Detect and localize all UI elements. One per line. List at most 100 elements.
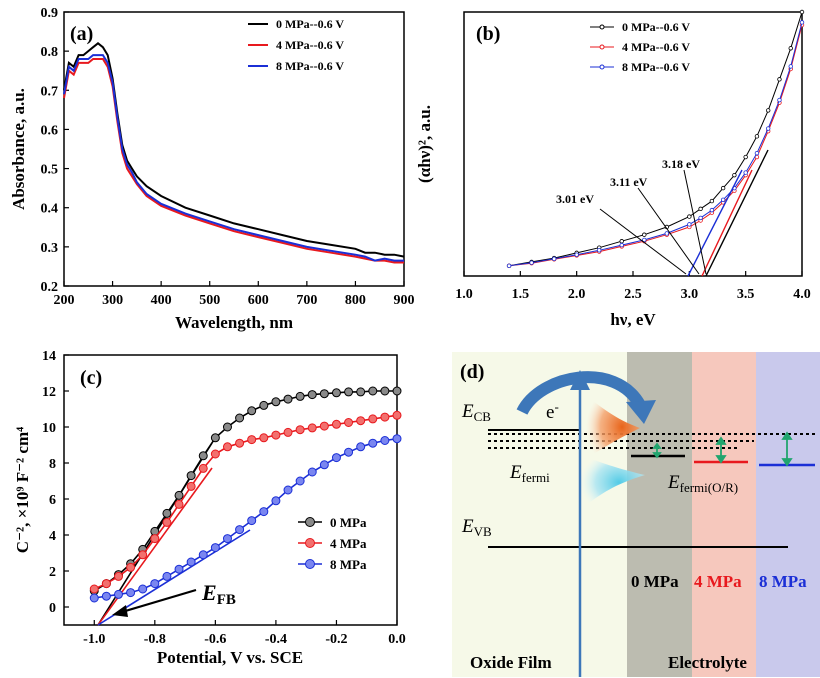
b-series-point-2	[529, 260, 534, 265]
panel-a-ylabel: Absorbance, a.u.	[9, 88, 28, 210]
b-series-point-0	[698, 206, 703, 212]
a-ytick-label: 0.2	[41, 280, 59, 295]
zone-4mpa-label: 4 MPa	[694, 572, 742, 591]
electron-label: e-	[546, 399, 559, 423]
c-series-point-2	[283, 485, 293, 495]
c-series-point-0	[283, 394, 293, 404]
b-xtick-label: 3.5	[737, 287, 755, 302]
annot-301-ev: 3.01 eV	[556, 192, 594, 206]
a-xtick-label: 500	[199, 293, 220, 308]
c-series-point-1	[101, 579, 111, 589]
b-series-point-2	[766, 126, 771, 131]
c-series-point-0	[307, 390, 317, 400]
panel-c-plot-frame	[63, 354, 398, 626]
a-xtick-label: 400	[151, 293, 172, 308]
panel-b-ylabel: (αhν)², a.u.	[415, 105, 434, 183]
c-series-point-1	[222, 442, 232, 452]
b-series-point-2	[619, 242, 624, 248]
e-fermi-label: Efermi	[509, 462, 550, 485]
b-xtick-label: 1.0	[455, 287, 473, 302]
c-series-point-0	[162, 508, 172, 518]
b-series-point-2	[551, 256, 557, 262]
electron-transfer-arrowhead	[626, 400, 656, 424]
c-ytick-label: 12	[42, 385, 56, 400]
legend-a-label-0mpa: 0 MPa--0.6 V	[276, 17, 344, 31]
a-xtick-label: 700	[296, 293, 317, 308]
a-ytick-label: 0.3	[41, 241, 59, 256]
tangent-8mpa	[687, 169, 743, 277]
c-series-point-2	[247, 516, 257, 526]
c-series-point-0	[368, 386, 378, 396]
zone-4mpa-region	[692, 352, 756, 677]
zone-8mpa-region	[756, 352, 820, 677]
oxide-film-region	[452, 352, 627, 677]
b-series-point-0	[754, 134, 760, 139]
c-series-point-1	[174, 499, 184, 509]
c-series-point-1	[150, 534, 160, 544]
c-ytick-label: 4	[49, 529, 56, 544]
legend-c-marker-0mpa	[305, 517, 315, 527]
legend-a-label-4mpa: 4 MPa--0.6 V	[276, 38, 344, 52]
c-series-point-0	[186, 471, 196, 481]
c-series-point-2	[259, 507, 269, 517]
e-vb-label: EVB	[461, 516, 492, 539]
panel-b-legend: 0 MPa--0.6 V 4 MPa--0.6 V 8 MPa--0.6 V	[590, 20, 690, 74]
legend-c-label-8mpa: 8 MPa	[330, 557, 367, 572]
panel-b-tauc-chart: 1.0 1.5 2.0 2.5 3.0 3.5 4.0 3.01 eV 3.11 eV 3.…	[415, 9, 811, 329]
c-series-point-2	[198, 550, 208, 560]
a-xtick-label: 200	[54, 293, 75, 308]
c-series-point-1	[356, 416, 366, 426]
efb-arrowhead	[112, 605, 128, 617]
a-ytick-label: 0.6	[41, 123, 59, 138]
c-series-point-2	[113, 589, 123, 599]
c-series-point-1	[319, 421, 329, 431]
b-series-point-2	[664, 231, 669, 236]
legend-b-marker-8mpa	[599, 64, 605, 70]
panel-b-series	[506, 9, 805, 269]
panel-b-annotations: 3.01 eV 3.11 eV 3.18 eV	[556, 157, 707, 275]
c-series-point-1	[186, 481, 196, 491]
b-series-point-0	[642, 232, 647, 237]
c-series-point-2	[380, 436, 390, 445]
panel-c-label: (c)	[80, 367, 102, 389]
c-series-point-2	[174, 564, 184, 574]
panel-b-xlabel: hν, eV	[610, 310, 656, 329]
c-series-point-1	[162, 517, 172, 527]
b-series-point-2	[777, 97, 782, 103]
c-series-point-2	[392, 434, 402, 444]
e-fermi-or-label: Efermi(O/R)	[667, 472, 738, 495]
panel-c-legend: 0 MPa 4 MPa 8 MPa	[298, 515, 367, 572]
c-series-point-1	[210, 449, 220, 459]
b-series-point-2	[799, 20, 805, 25]
b-series-point-2	[754, 150, 760, 156]
a-ytick-label: 0.9	[41, 6, 59, 21]
c-series-point-0	[174, 490, 184, 500]
c-series-point-1	[368, 414, 378, 424]
legend-c-label-4mpa: 4 MPa	[330, 536, 367, 551]
panel-a-series	[63, 42, 405, 264]
b-series-point-2	[642, 237, 647, 243]
c-series-point-1	[307, 423, 317, 433]
a-ytick-label: 0.7	[41, 84, 59, 99]
band-bending-arrows	[652, 431, 793, 467]
c-series-point-2	[162, 571, 172, 581]
zone-8mpa-label: 8 MPa	[759, 572, 807, 591]
c-series-point-0	[271, 397, 281, 407]
c-series-point-1	[283, 427, 293, 437]
c-series-point-2	[186, 557, 196, 567]
b-series-point-2	[720, 197, 726, 202]
c-xtick-label: -1.0	[83, 632, 105, 647]
c-series-point-1	[331, 419, 341, 429]
panel-c-efb-annotation: EFB	[112, 580, 236, 617]
c-series-point-1	[271, 430, 281, 440]
c-series-point-2	[307, 467, 317, 477]
panel-c-mott-schottky-chart: -1.0 -0.8 -0.6 -0.4 -0.2 0.0 0 2 4 6 8 10 12 14 (c) E…	[13, 349, 406, 667]
c-series-point-1	[113, 571, 123, 581]
b-series-point-0	[777, 77, 782, 82]
c-ytick-label: 0	[49, 601, 56, 616]
annot-318-ev: 3.18 eV	[662, 157, 700, 171]
c-ytick-label: 2	[49, 565, 56, 580]
legend-b-label-4mpa: 4 MPa--0.6 V	[622, 40, 690, 54]
panel-c-axes: -1.0 -0.8 -0.6 -0.4 -0.2 0.0 0 2 4 6 8 10 12 14	[42, 349, 406, 647]
b-series-point-0	[743, 154, 748, 160]
